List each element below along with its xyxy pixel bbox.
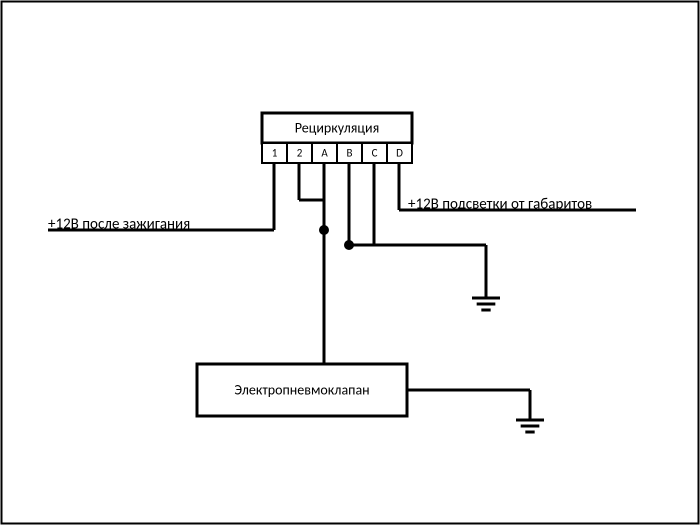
pin-label-B: B xyxy=(347,147,353,160)
pin-label-C: C xyxy=(372,147,378,160)
pin-label-A: A xyxy=(321,147,328,160)
frame xyxy=(2,2,699,524)
pin-label-1: 1 xyxy=(272,147,278,160)
pin-label-2: 2 xyxy=(297,147,303,160)
junction-node xyxy=(319,225,329,235)
valve-title: Электропневмоклапан xyxy=(234,381,369,398)
ground-symbol xyxy=(472,298,500,310)
recirc-title: Рециркуляция xyxy=(295,119,379,136)
pin-label-D: D xyxy=(396,147,403,160)
ground-symbol xyxy=(516,420,544,432)
junction-node xyxy=(344,240,354,250)
